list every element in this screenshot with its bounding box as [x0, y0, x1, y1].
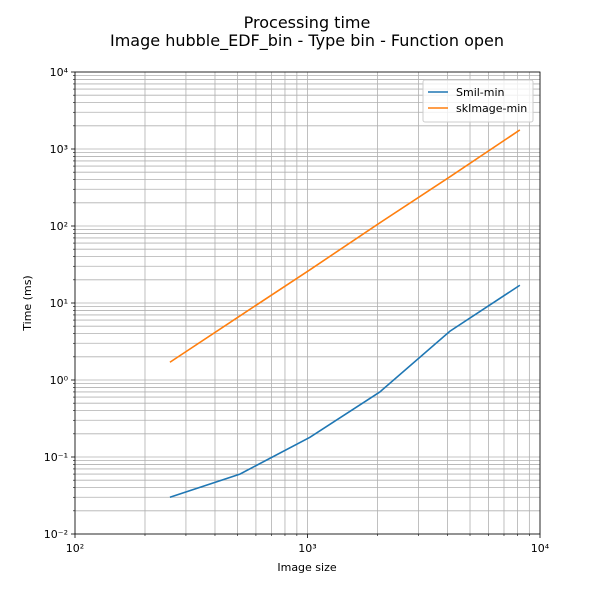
x-tick-label: 10³	[298, 542, 316, 555]
y-axis-label: Time (ms)	[21, 275, 34, 331]
y-tick-label: 10⁻²	[44, 528, 68, 541]
y-tick-label: 10⁰	[50, 374, 69, 387]
legend-label: skImage-min	[456, 102, 527, 115]
legend-label: Smil-min	[456, 86, 505, 99]
x-axis-label: Image size	[277, 561, 337, 574]
y-tick-label: 10⁴	[50, 66, 69, 79]
legend-box	[422, 79, 534, 123]
y-tick-label: 10²	[50, 220, 68, 233]
x-tick-label: 10⁴	[531, 542, 550, 555]
y-tick-label: 10⁻¹	[44, 451, 68, 464]
plot-frame	[74, 71, 541, 535]
chart-subtitle: Image hubble_EDF_bin - Type bin - Functi…	[110, 31, 504, 51]
series-line	[169, 129, 521, 363]
y-tick-label: 10¹	[50, 297, 68, 310]
series-line	[169, 284, 521, 499]
chart-title: Processing time	[244, 13, 371, 32]
y-tick-label: 10³	[50, 143, 68, 156]
x-tick-label: 10²	[66, 542, 84, 555]
